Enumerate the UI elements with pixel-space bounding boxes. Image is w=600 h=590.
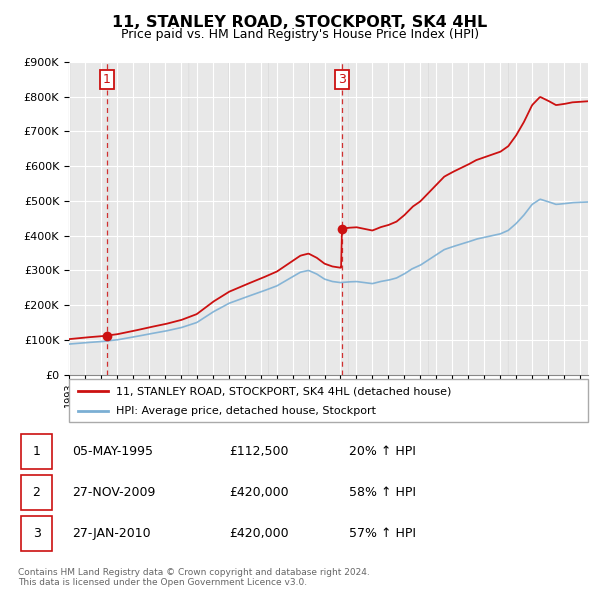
Text: 11, STANLEY ROAD, STOCKPORT, SK4 4HL: 11, STANLEY ROAD, STOCKPORT, SK4 4HL	[112, 15, 488, 30]
FancyBboxPatch shape	[21, 476, 52, 510]
Text: HPI: Average price, detached house, Stockport: HPI: Average price, detached house, Stoc…	[116, 407, 376, 416]
Text: 2: 2	[32, 486, 40, 499]
Text: 57% ↑ HPI: 57% ↑ HPI	[349, 527, 416, 540]
Text: 3: 3	[32, 527, 40, 540]
Text: 58% ↑ HPI: 58% ↑ HPI	[349, 486, 416, 499]
Text: £420,000: £420,000	[229, 527, 289, 540]
FancyBboxPatch shape	[21, 516, 52, 551]
Text: 1: 1	[32, 445, 40, 458]
Text: £420,000: £420,000	[229, 486, 289, 499]
Text: 27-JAN-2010: 27-JAN-2010	[72, 527, 151, 540]
Text: £112,500: £112,500	[229, 445, 289, 458]
Text: 20% ↑ HPI: 20% ↑ HPI	[349, 445, 415, 458]
Text: Contains HM Land Registry data © Crown copyright and database right 2024.
This d: Contains HM Land Registry data © Crown c…	[18, 568, 370, 587]
Text: 1: 1	[103, 73, 111, 86]
Text: 05-MAY-1995: 05-MAY-1995	[72, 445, 153, 458]
FancyBboxPatch shape	[21, 434, 52, 469]
Text: 11, STANLEY ROAD, STOCKPORT, SK4 4HL (detached house): 11, STANLEY ROAD, STOCKPORT, SK4 4HL (de…	[116, 386, 451, 396]
Text: 27-NOV-2009: 27-NOV-2009	[72, 486, 155, 499]
Text: 3: 3	[338, 73, 346, 86]
Text: Price paid vs. HM Land Registry's House Price Index (HPI): Price paid vs. HM Land Registry's House …	[121, 28, 479, 41]
